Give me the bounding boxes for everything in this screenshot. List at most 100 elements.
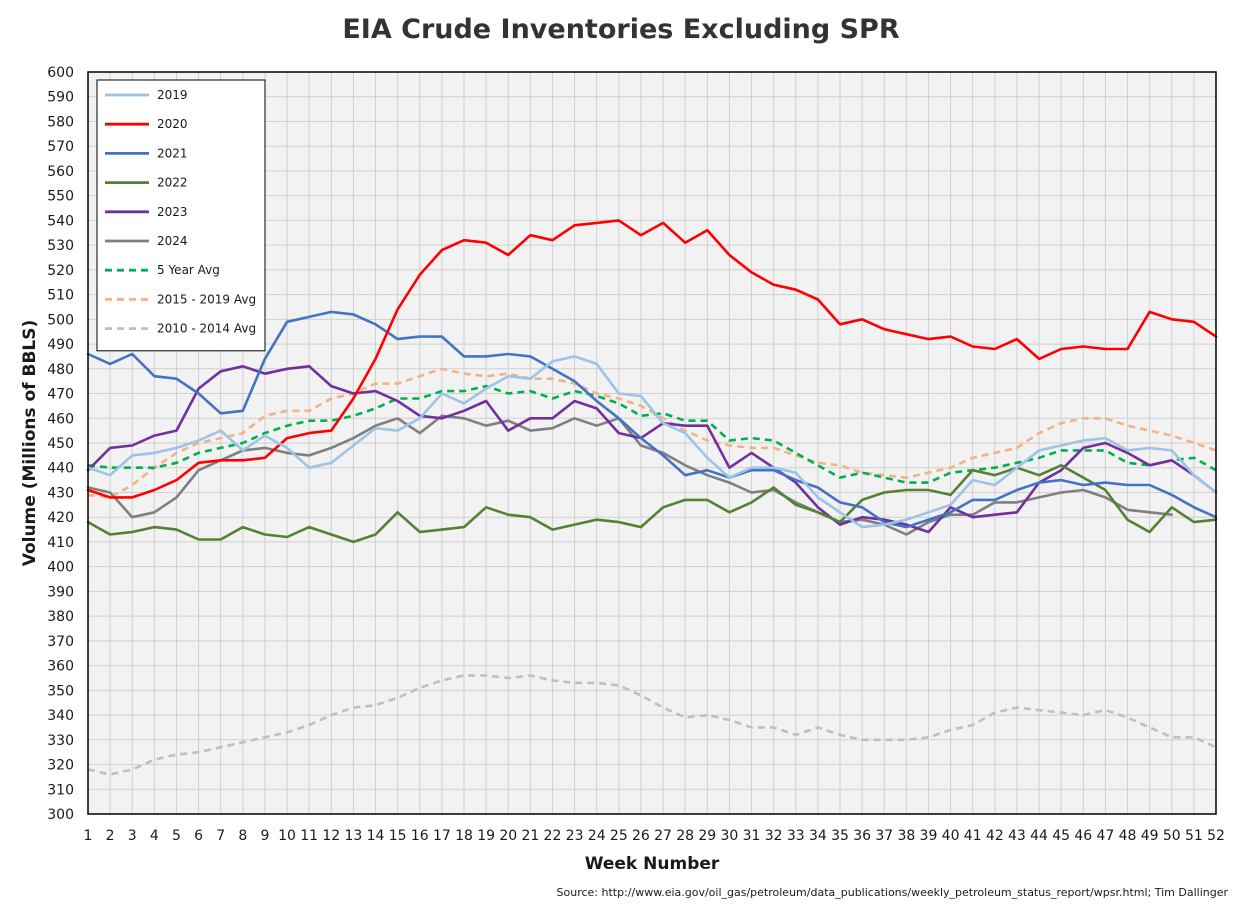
legend-label: 5 Year Avg xyxy=(157,263,220,277)
y-tick-label: 410 xyxy=(47,535,74,551)
x-tick-label: 25 xyxy=(610,828,628,844)
legend-label: 2024 xyxy=(157,234,188,248)
y-tick-label: 310 xyxy=(47,782,74,798)
x-tick-label: 30 xyxy=(720,828,738,844)
x-tick-label: 47 xyxy=(1096,828,1114,844)
y-tick-label: 510 xyxy=(47,288,74,304)
x-tick-label: 39 xyxy=(920,828,938,844)
x-tick-label: 32 xyxy=(765,828,783,844)
x-tick-label: 37 xyxy=(875,828,893,844)
chart-title: EIA Crude Inventories Excluding SPR xyxy=(342,14,900,45)
y-tick-label: 330 xyxy=(47,733,74,749)
x-tick-label: 36 xyxy=(853,828,871,844)
x-axis-label: Week Number xyxy=(584,854,720,874)
y-tick-label: 480 xyxy=(47,362,74,378)
x-tick-label: 38 xyxy=(897,828,915,844)
x-tick-label: 16 xyxy=(411,828,429,844)
y-tick-label: 370 xyxy=(47,634,74,650)
series-line-2010-2014-avg xyxy=(87,674,1217,776)
x-tick-label: 11 xyxy=(300,828,318,844)
x-tick-label: 22 xyxy=(544,828,562,844)
y-tick-label: 440 xyxy=(47,461,74,477)
series-line-2022 xyxy=(86,464,1218,544)
x-tick-label: 45 xyxy=(1052,828,1070,844)
y-tick-label: 520 xyxy=(47,263,74,279)
source-note: Source: http://www.eia.gov/oil_gas/petro… xyxy=(556,886,1228,899)
y-tick-label: 470 xyxy=(47,387,74,403)
series-line-2023 xyxy=(86,365,1218,534)
x-tick-label: 48 xyxy=(1119,828,1137,844)
series-line-2024 xyxy=(86,414,1174,536)
x-tick-label: 13 xyxy=(344,828,362,844)
x-tick-label: 19 xyxy=(477,828,495,844)
x-tick-label: 33 xyxy=(787,828,805,844)
y-tick-label: 580 xyxy=(47,114,74,130)
legend-label: 2020 xyxy=(157,117,188,131)
x-tick-label: 15 xyxy=(389,828,407,844)
x-tick-label: 12 xyxy=(322,828,340,844)
y-tick-label: 320 xyxy=(47,758,74,774)
legend-label: 2021 xyxy=(157,146,188,160)
x-tick-label: 43 xyxy=(1008,828,1026,844)
plot-border xyxy=(87,71,1217,815)
x-tick-label: 1 xyxy=(84,828,93,844)
x-tick-label: 49 xyxy=(1141,828,1159,844)
x-tick-label: 4 xyxy=(150,828,159,844)
legend-label: 2019 xyxy=(157,88,188,102)
legend-label: 2010 - 2014 Avg xyxy=(157,322,256,336)
x-tick-label: 28 xyxy=(676,828,694,844)
x-tick-label: 50 xyxy=(1163,828,1181,844)
y-tick-label: 570 xyxy=(47,139,74,155)
y-tick-label: 560 xyxy=(47,164,74,180)
series-line-2015-2019-avg xyxy=(87,367,1217,499)
x-tick-label: 8 xyxy=(238,828,247,844)
y-tick-label: 540 xyxy=(47,213,74,229)
x-tick-label: 41 xyxy=(964,828,982,844)
y-tick-label: 420 xyxy=(47,510,74,526)
y-axis-label: Volume (Millions of BBLS) xyxy=(20,319,40,567)
x-tick-label: 10 xyxy=(278,828,296,844)
y-tick-label: 450 xyxy=(47,436,74,452)
legend-label: 2023 xyxy=(157,205,188,219)
y-tick-label: 300 xyxy=(47,807,74,823)
series-line-2020 xyxy=(86,219,1218,499)
series-line-2021 xyxy=(86,310,1218,529)
y-tick-label: 340 xyxy=(47,708,74,724)
x-tick-label: 29 xyxy=(698,828,716,844)
x-tick-label: 35 xyxy=(831,828,849,844)
y-tick-label: 380 xyxy=(47,609,74,625)
x-tick-label: 2 xyxy=(106,828,115,844)
x-tick-label: 31 xyxy=(743,828,761,844)
x-tick-label: 44 xyxy=(1030,828,1048,844)
x-tick-label: 5 xyxy=(172,828,181,844)
y-tick-label: 530 xyxy=(47,238,74,254)
x-tick-label: 7 xyxy=(216,828,225,844)
x-tick-label: 40 xyxy=(942,828,960,844)
x-tick-label: 27 xyxy=(654,828,672,844)
y-tick-label: 490 xyxy=(47,337,74,353)
x-tick-label: 34 xyxy=(809,828,827,844)
x-tick-label: 6 xyxy=(194,828,203,844)
legend-label: 2022 xyxy=(157,176,188,190)
y-tick-label: 600 xyxy=(47,65,74,81)
y-tick-label: 360 xyxy=(47,659,74,675)
x-tick-label: 21 xyxy=(521,828,539,844)
x-tick-label: 26 xyxy=(632,828,650,844)
y-tick-label: 500 xyxy=(47,312,74,328)
x-tick-label: 24 xyxy=(588,828,606,844)
x-tick-label: 51 xyxy=(1185,828,1203,844)
y-tick-label: 590 xyxy=(47,90,74,106)
y-tick-label: 550 xyxy=(47,189,74,205)
y-tick-label: 400 xyxy=(47,560,74,576)
x-tick-label: 18 xyxy=(455,828,473,844)
x-tick-label: 14 xyxy=(367,828,385,844)
y-tick-label: 430 xyxy=(47,485,74,501)
x-tick-label: 52 xyxy=(1207,828,1225,844)
x-tick-label: 17 xyxy=(433,828,451,844)
legend-label: 2015 - 2019 Avg xyxy=(157,292,256,306)
y-tick-label: 390 xyxy=(47,584,74,600)
x-tick-label: 20 xyxy=(499,828,517,844)
x-tick-label: 3 xyxy=(128,828,137,844)
